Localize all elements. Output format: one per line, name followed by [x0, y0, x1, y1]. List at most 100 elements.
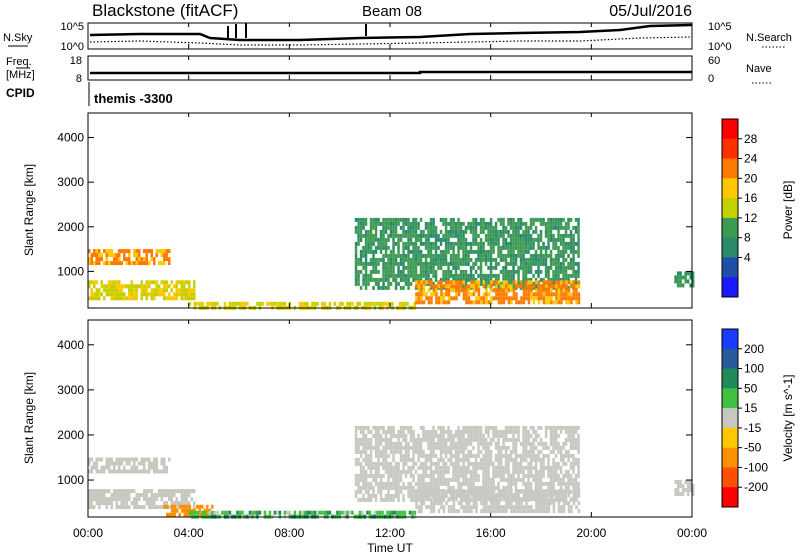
- data-cell: [183, 280, 186, 285]
- data-cell: [432, 481, 435, 486]
- data-cell: [474, 269, 478, 274]
- data-cell: [424, 461, 428, 466]
- data-cell: [166, 504, 169, 509]
- data-cell: [467, 465, 470, 470]
- data-cell: [392, 473, 395, 478]
- data-cell: [155, 461, 158, 466]
- data-cell: [489, 265, 493, 270]
- data-cell: [689, 484, 692, 488]
- data-cell: [550, 497, 553, 502]
- data-cell: [414, 229, 418, 234]
- data-cell: [153, 469, 156, 474]
- data-cell: [354, 449, 358, 454]
- data-cell: [432, 233, 435, 238]
- data-cell: [537, 485, 540, 490]
- data-cell: [519, 233, 523, 238]
- data-cell: [432, 229, 435, 234]
- data-cell: [414, 269, 418, 274]
- data-cell: [90, 288, 93, 293]
- data-cell: [439, 229, 443, 234]
- data-cell: [549, 237, 553, 242]
- data-cell: [684, 275, 687, 280]
- data-cell: [472, 489, 476, 494]
- data-cell: [90, 505, 93, 510]
- data-cell: [170, 489, 173, 494]
- data-cell: [193, 284, 196, 289]
- data-cell: [529, 457, 533, 462]
- data-cell: [140, 292, 143, 297]
- data-cell: [577, 445, 580, 450]
- data-cell: [387, 217, 390, 222]
- data-cell: [377, 433, 380, 438]
- data-cell: [535, 497, 538, 502]
- data-cell: [527, 505, 531, 510]
- data-cell: [439, 265, 443, 270]
- data-cell: [475, 493, 478, 498]
- data-cell: [467, 273, 470, 278]
- data-cell: [404, 277, 408, 282]
- data-cell: [358, 301, 362, 306]
- data-cell: [529, 241, 533, 246]
- data-cell: [497, 469, 500, 474]
- data-cell: [457, 465, 460, 470]
- data-cell: [527, 245, 530, 250]
- data-cell: [148, 465, 151, 470]
- data-cell: [379, 441, 383, 446]
- data-cell: [479, 229, 483, 234]
- data-cell: [527, 261, 530, 266]
- data-cell: [529, 441, 533, 446]
- data-cell: [517, 281, 520, 286]
- data-cell: [367, 493, 370, 498]
- data-cell: [454, 229, 458, 234]
- data-cell: [392, 449, 395, 454]
- data-cell: [419, 249, 423, 254]
- data-cell: [138, 497, 141, 502]
- data-cell: [392, 453, 395, 458]
- data-cell: [562, 292, 566, 297]
- data-cell: [321, 301, 324, 306]
- data-cell: [535, 493, 538, 498]
- data-cell: [574, 281, 578, 286]
- data-cell: [412, 269, 415, 274]
- data-cell: [442, 233, 445, 238]
- data-cell: [196, 504, 199, 509]
- data-cell: [138, 253, 141, 258]
- data-cell: [140, 288, 143, 293]
- data-cell: [213, 301, 217, 306]
- data-cell: [447, 485, 450, 490]
- data-cell: [409, 473, 413, 478]
- data-cell: [273, 301, 277, 306]
- data-cell: [427, 457, 430, 462]
- data-cell: [577, 237, 580, 242]
- data-cell: [422, 501, 426, 506]
- data-cell: [412, 273, 415, 278]
- data-cell: [472, 445, 475, 450]
- data-cell: [479, 425, 483, 430]
- data-cell: [442, 449, 445, 454]
- data-cell: [479, 281, 483, 286]
- data-cell: [519, 237, 523, 242]
- data-cell: [532, 257, 535, 262]
- data-cell: [135, 465, 138, 470]
- data-cell: [535, 288, 538, 293]
- data-cell: [160, 280, 163, 285]
- data-cell: [420, 300, 423, 305]
- data-cell: [241, 510, 244, 515]
- data-cell: [542, 261, 545, 266]
- data-cell: [414, 217, 418, 222]
- data-cell: [435, 296, 438, 301]
- data-cell: [115, 489, 118, 494]
- data-cell: [404, 253, 408, 258]
- data-cell: [567, 280, 571, 285]
- data-cell: [549, 249, 553, 254]
- data-cell: [183, 497, 186, 502]
- data-cell: [455, 493, 458, 498]
- data-cell: [459, 225, 463, 230]
- data-cell: [133, 457, 136, 462]
- data-cell: [392, 277, 395, 282]
- data-cell: [530, 489, 533, 494]
- data-cell: [354, 225, 358, 230]
- data-cell: [574, 261, 578, 266]
- data-cell: [477, 493, 481, 498]
- data-cell: [417, 465, 420, 470]
